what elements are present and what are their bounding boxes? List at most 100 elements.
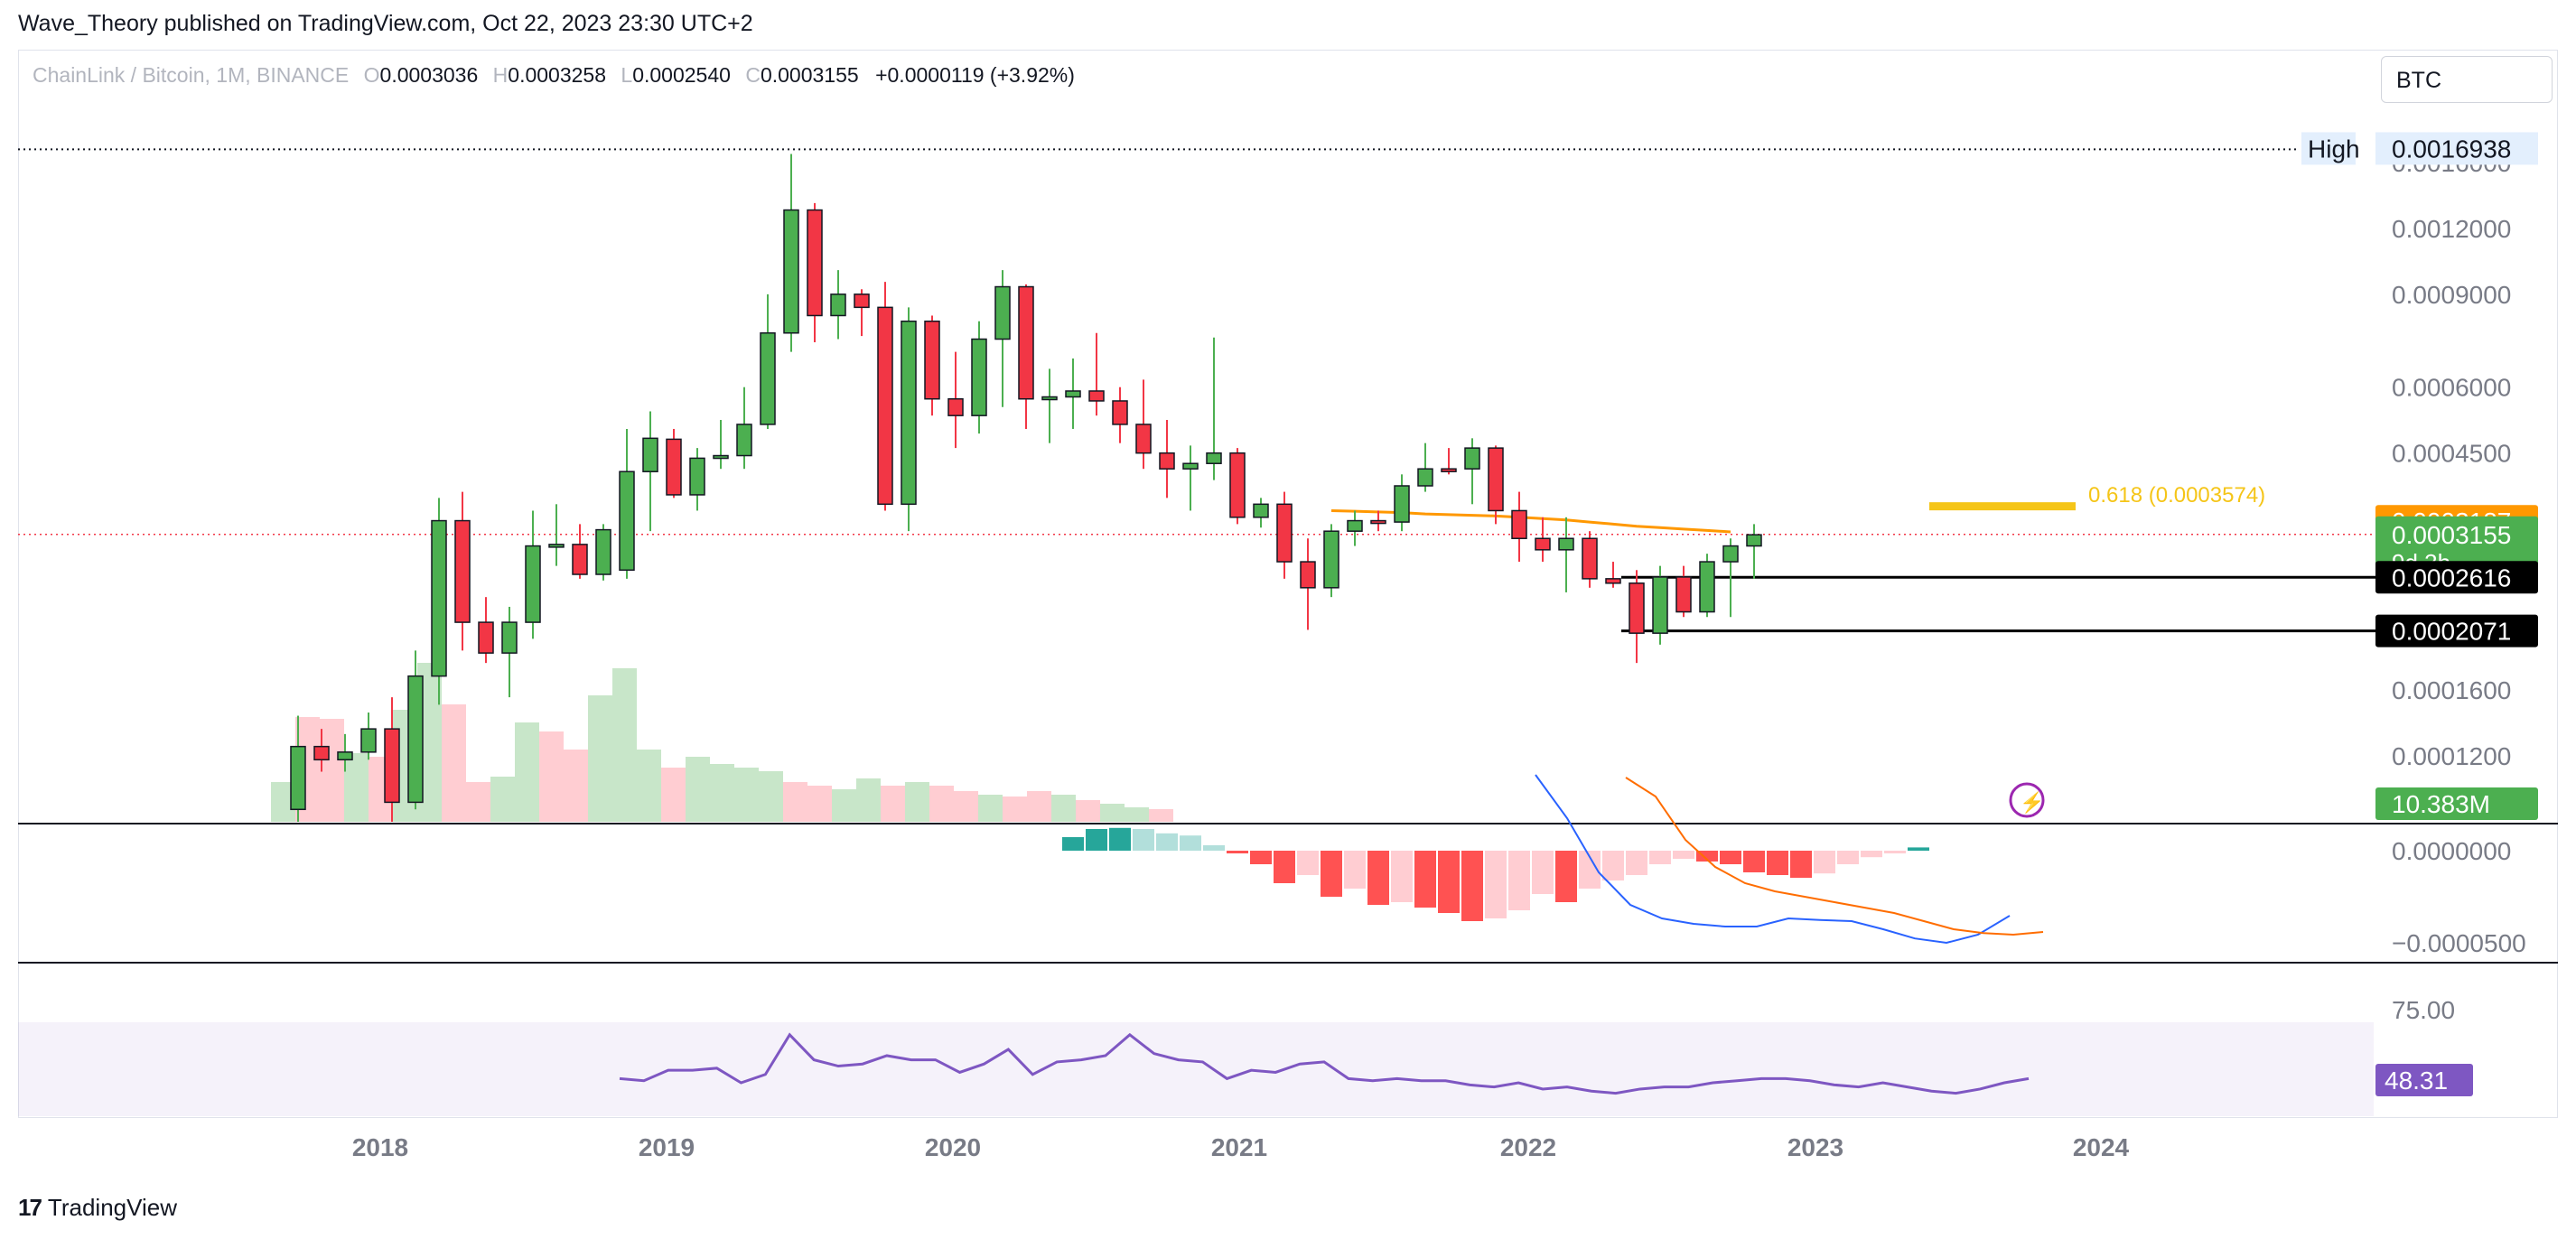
candle-body bbox=[1065, 390, 1081, 398]
volume-bar bbox=[978, 795, 1003, 822]
volume-bar bbox=[929, 786, 954, 822]
macd-histogram-bar bbox=[1837, 851, 1859, 864]
support-price-tag-bg bbox=[2375, 561, 2538, 594]
rsi-tick-label: 75.00 bbox=[2392, 996, 2455, 1024]
candle-body bbox=[1253, 503, 1269, 518]
candle-body bbox=[1370, 519, 1386, 525]
candle-body bbox=[313, 745, 330, 761]
candle-body bbox=[1464, 447, 1480, 470]
close-value: 0.0003155 bbox=[760, 63, 859, 87]
macd-histogram-bar bbox=[1532, 851, 1554, 894]
chart-canvas[interactable]: 0.618 (0.0003574)0.00160000.00120000.000… bbox=[0, 0, 2576, 1174]
time-tick-label: 2024 bbox=[2073, 1133, 2130, 1161]
candle-body bbox=[360, 728, 377, 753]
candle-body bbox=[736, 424, 752, 457]
macd-histogram-bar bbox=[1062, 837, 1084, 851]
macd-line bbox=[1535, 774, 2011, 945]
macd-histogram-bar bbox=[1602, 851, 1624, 880]
ath-label: High bbox=[2308, 135, 2360, 163]
volume-bar bbox=[588, 695, 612, 822]
macd-histogram-bar bbox=[1485, 851, 1507, 918]
fib-level-band bbox=[1929, 502, 2076, 511]
macd-histogram-bar bbox=[1086, 829, 1107, 851]
candle-body bbox=[1300, 561, 1316, 589]
candle-body bbox=[1135, 424, 1152, 454]
macd-histogram-bar bbox=[1321, 851, 1342, 897]
macd-histogram-bar bbox=[1109, 827, 1131, 851]
candle-body bbox=[501, 621, 518, 654]
lightning-glyph: ⚡ bbox=[2020, 791, 2044, 815]
candle-body bbox=[924, 320, 940, 400]
macd-histogram-bar bbox=[1203, 845, 1225, 851]
volume-bar bbox=[320, 719, 344, 822]
volume-tag: 10.383M bbox=[2392, 790, 2490, 818]
rsi-band bbox=[18, 1022, 2374, 1116]
tradingview-logo-icon: 17 bbox=[18, 1194, 42, 1221]
candle-body bbox=[947, 397, 964, 416]
macd-histogram-bar bbox=[1344, 851, 1366, 889]
rsi-line bbox=[619, 1032, 2030, 1095]
candle-body bbox=[1722, 545, 1739, 563]
volume-bar bbox=[881, 786, 905, 822]
support-price-tag: 0.0002071 bbox=[2392, 618, 2511, 646]
time-tick-label: 2023 bbox=[1787, 1133, 1843, 1161]
volume-bar bbox=[905, 782, 929, 822]
time-tick-label: 2021 bbox=[1211, 1133, 1267, 1161]
time-tick-label: 2022 bbox=[1500, 1133, 1556, 1161]
candle-body bbox=[1699, 561, 1715, 613]
candle-body bbox=[877, 306, 893, 506]
change-value: +0.0000119 (+3.92%) bbox=[875, 63, 1075, 87]
volume-bar bbox=[490, 777, 515, 822]
candle-body bbox=[807, 209, 823, 317]
volume-bar bbox=[832, 789, 856, 822]
volume-bar bbox=[637, 750, 661, 822]
macd-histogram-bar bbox=[1156, 833, 1178, 851]
candle-body bbox=[1441, 468, 1457, 472]
support-price-tag: 0.0002616 bbox=[2392, 564, 2511, 592]
candle-body bbox=[783, 209, 799, 334]
volume-bar bbox=[515, 722, 539, 822]
candle-body bbox=[1605, 578, 1621, 584]
currency-button[interactable]: BTC bbox=[2381, 56, 2553, 103]
macd-histogram-bar bbox=[1720, 851, 1741, 864]
price-tick-label: 0.0012000 bbox=[2392, 215, 2511, 243]
volume-bar bbox=[1125, 807, 1149, 822]
macd-histogram-bar bbox=[1884, 851, 1906, 853]
macd-histogram-bar bbox=[1696, 851, 1718, 862]
candle-body bbox=[1535, 537, 1551, 551]
candle-body bbox=[1488, 447, 1504, 512]
symbol-name: ChainLink / Bitcoin, 1M, BINANCE bbox=[33, 63, 350, 87]
footer: 17 TradingView bbox=[18, 1194, 177, 1222]
candle-body bbox=[830, 293, 846, 317]
candle-body bbox=[478, 621, 494, 654]
candle-body bbox=[1417, 468, 1433, 487]
candle-body bbox=[1629, 582, 1645, 634]
candle-body bbox=[1018, 285, 1034, 400]
volume-bar bbox=[1076, 800, 1100, 822]
macd-histogram-bar bbox=[1908, 847, 1929, 851]
macd-histogram-bar bbox=[1367, 851, 1389, 905]
volume-bar bbox=[807, 786, 832, 822]
macd-histogram-bar bbox=[1414, 851, 1436, 908]
macd-tick-label: 0.0000000 bbox=[2392, 837, 2511, 865]
open-value: 0.0003036 bbox=[379, 63, 479, 87]
time-tick-label: 2018 bbox=[352, 1133, 408, 1161]
time-tick-label: 2020 bbox=[925, 1133, 981, 1161]
fib-level-label: 0.618 (0.0003574) bbox=[2088, 483, 2265, 508]
macd-histogram-bar bbox=[1133, 829, 1154, 851]
volume-bar bbox=[783, 782, 807, 822]
volume-bar bbox=[734, 768, 759, 822]
ema-line bbox=[1330, 508, 1731, 534]
volume-tag-bg bbox=[2375, 787, 2538, 820]
candle-body bbox=[971, 338, 987, 416]
candle-body bbox=[1041, 396, 1058, 401]
current-price-tag: 0.0003155 bbox=[2392, 521, 2511, 549]
ath-value-bg bbox=[2375, 132, 2538, 165]
candle-body bbox=[454, 519, 471, 623]
price-tick-label: 0.0001600 bbox=[2392, 676, 2511, 704]
macd-tick-label: −0.0000500 bbox=[2392, 929, 2526, 957]
symbol-legend: ChainLink / Bitcoin, 1M, BINANCE O0.0003… bbox=[33, 63, 1075, 88]
high-label: H bbox=[492, 63, 509, 87]
volume-bar bbox=[466, 782, 490, 822]
macd-histogram-bar bbox=[1250, 851, 1272, 864]
